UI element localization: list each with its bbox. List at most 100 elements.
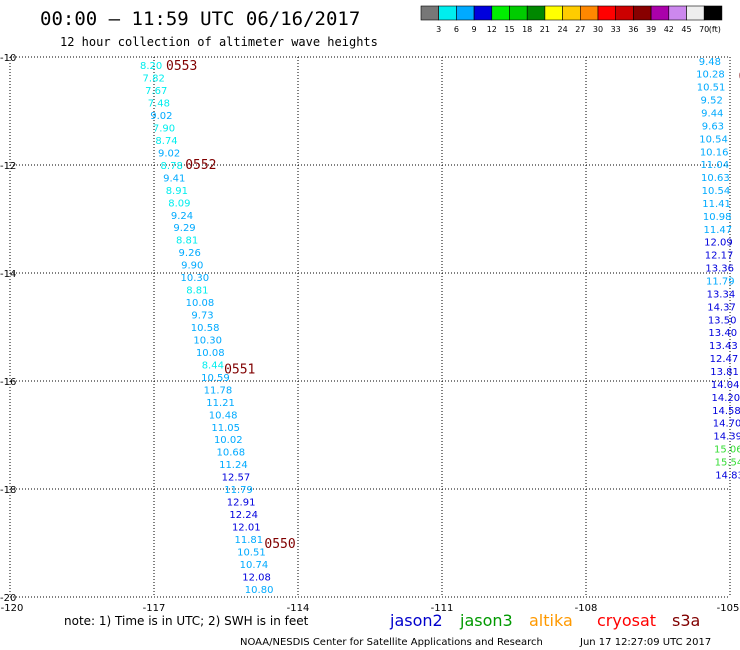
wave-height-label: 8.81 [176,236,198,247]
units-note: note: 1) Time is in UTC; 2) SWH is in fe… [64,614,309,628]
colorbar-bin [597,5,617,21]
wave-height-label: 10.59 [201,373,230,384]
wave-height-label: 10.51 [697,83,726,94]
wave-height-label: 13.81 [710,367,739,378]
wave-height-label: 11.41 [702,199,731,210]
wave-height-label: 8.74 [155,136,177,147]
x-tick-label: -117 [143,603,166,614]
wave-height-label: 7.67 [145,86,167,97]
wave-height-label: 11.21 [206,398,235,409]
colorbar-bin [703,5,723,21]
wave-height-label: 11.47 [704,225,733,236]
y-tick-label: -18 [0,485,16,496]
colorbar-label: 45 [681,25,691,34]
generated-timestamp: Jun 17 12:27:09 UTC 2017 [579,637,711,648]
x-tick-label: -108 [575,603,598,614]
wave-height-label: 9.44 [701,108,723,119]
wave-height-label: 10.74 [240,560,269,571]
colorbar-label: 21 [540,25,550,34]
wave-height-label: 14.58 [712,406,740,417]
satellite-altika: altika [529,611,573,630]
satellite-s3a: s3a [672,611,700,630]
colorbar-bin [473,5,493,21]
colorbar-bin [650,5,670,21]
colorbar-label: 24 [558,25,568,34]
wave-height-label: 14.20 [712,393,740,404]
colorbar-label: 39 [646,25,656,34]
wave-height-label: 14.37 [707,302,736,313]
wave-height-label: 10.48 [209,410,238,421]
wave-height-label: 11.79 [224,485,253,496]
wave-height-label: 12.91 [227,498,256,509]
x-tick-label: -105 [717,603,740,614]
colorbar-label: (ft) [709,25,721,34]
colorbar-bin [686,5,705,21]
x-tick-label: -120 [1,603,24,614]
wave-height-label: 10.30 [193,335,222,346]
wave-height-label: 9.41 [163,173,185,184]
wave-height-label: 8.78 [161,161,183,172]
wave-height-label: 14.39 [713,432,740,443]
wave-height-label: 13.40 [708,328,737,339]
y-tick-label: -20 [0,593,16,604]
wave-height-label: 11.79 [706,277,735,288]
wave-height-label: 12.17 [705,251,734,262]
wave-height-label: 12.24 [229,510,258,521]
wave-height-label: 15.54 [715,457,740,468]
y-tick-label: -16 [0,377,16,388]
wave-height-label: 9.26 [179,248,201,259]
wave-height-label: 10.30 [181,273,210,284]
wave-height-label: 7.90 [153,123,175,134]
pass-time-label: 0551 [224,363,255,378]
wave-height-label: 12.08 [242,572,271,583]
wave-height-label: 11.05 [211,423,240,434]
colorbar-label: 18 [522,25,532,34]
colorbar-bin [562,5,581,21]
wave-height-label: 14.70 [713,419,740,430]
wave-height-label: 13.43 [709,341,738,352]
colorbar-label: 70 [699,25,709,34]
credit-line: NOAA/NESDIS Center for Satellite Applica… [240,637,543,648]
wave-height-label: 10.02 [214,435,243,446]
wave-height-label: 9.24 [171,211,193,222]
colorbar-bin [668,5,687,21]
wave-height-label: 9.29 [173,223,195,234]
grid-lines [9,56,731,598]
wave-height-label: 13.50 [708,315,737,326]
colorbar-bin [615,5,634,21]
y-tick-label: -10 [0,53,16,64]
colorbar-label: 3 [436,25,441,34]
wave-height-label: 12.47 [710,354,739,365]
colorbar-bin [544,5,563,21]
chart-title: 00:00 – 11:59 UTC 06/16/2017 [40,8,360,30]
wave-height-label: 11.81 [235,535,264,546]
wave-height-label: 7.82 [143,74,165,85]
wave-height-label: 11.78 [204,385,233,396]
wave-height-label: 10.16 [700,147,729,158]
colorbar-bin [633,5,652,21]
wave-height-label: 12.09 [704,238,733,249]
colorbar-label: 9 [472,25,477,34]
wave-height-label: 12.57 [222,473,251,484]
wave-height-label: 13.36 [705,264,734,275]
wave-height-label: 15.06 [714,445,740,456]
wave-height-label: 10.68 [217,448,246,459]
wave-height-label: 10.63 [701,173,730,184]
y-tick-label: -14 [0,269,16,280]
pass-time-label: 0553 [166,59,197,74]
wave-height-label: 10.51 [237,547,266,558]
wave-height-label: 9.48 [699,57,721,68]
wave-height-label: 10.98 [703,212,732,223]
chart-subtitle: 12 hour collection of altimeter wave hei… [60,35,378,49]
wave-height-label: 9.02 [150,111,172,122]
colorbar-label: 6 [454,25,459,34]
colorbar-bin [509,5,528,21]
wave-height-label: 11.04 [700,160,729,171]
pass-time-label: 0550 [264,537,295,552]
wave-height-label: 14.04 [711,380,740,391]
wave-height-label: 9.02 [158,148,180,159]
colorbar-label: 36 [628,25,638,34]
wave-height-label: 10.08 [196,348,225,359]
